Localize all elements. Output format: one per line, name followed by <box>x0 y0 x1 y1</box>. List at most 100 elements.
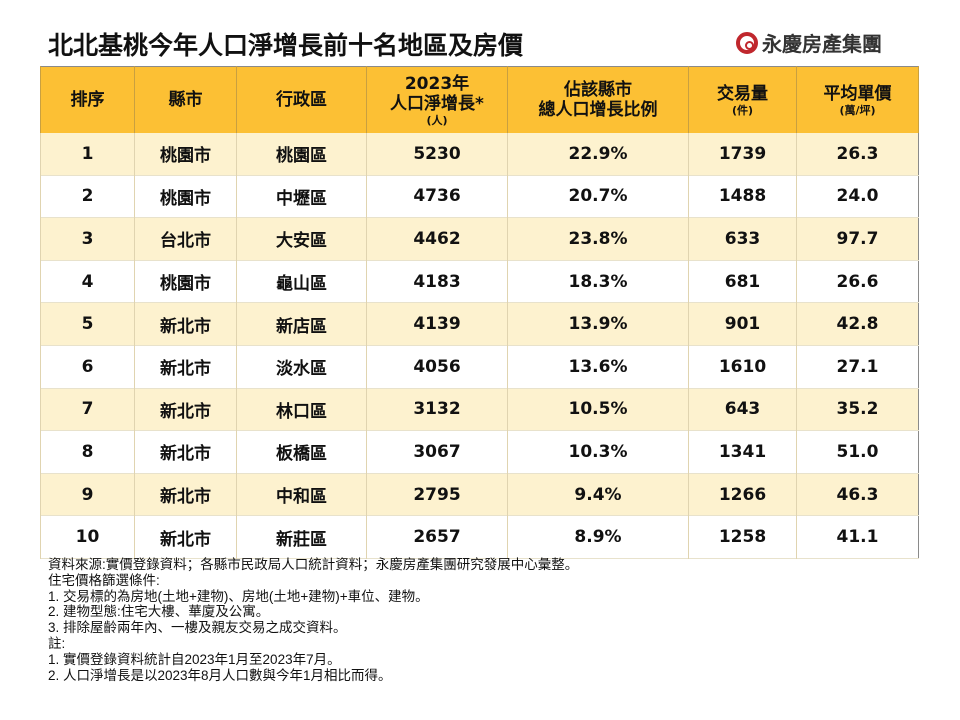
cell-price: 41.1 <box>796 515 919 559</box>
header-ratio: 佔該縣市 總人口增長比例 <box>507 66 689 133</box>
cell-district: 中和區 <box>236 473 367 516</box>
cell-city: 桃園市 <box>134 175 237 218</box>
cell-ratio: 13.9% <box>507 302 689 346</box>
cell-growth: 3067 <box>366 430 508 474</box>
cell-district: 板橋區 <box>236 430 367 474</box>
table-row: 6 新北市 淡水區 4056 13.6% 1610 27.1 <box>40 345 919 389</box>
cell-volume: 1266 <box>688 473 797 516</box>
table-row: 4 桃園市 龜山區 4183 18.3% 681 26.6 <box>40 260 919 303</box>
cell-district: 淡水區 <box>236 345 367 389</box>
cell-growth: 2795 <box>366 473 508 516</box>
cell-ratio: 10.5% <box>507 388 689 431</box>
cell-volume: 681 <box>688 260 797 303</box>
cell-volume: 1610 <box>688 345 797 389</box>
cell-district: 中壢區 <box>236 175 367 218</box>
cell-district: 林口區 <box>236 388 367 431</box>
note-line: 2. 人口淨增長是以2023年8月人口數與今年1月相比而得。 <box>48 667 392 683</box>
table-row: 7 新北市 林口區 3132 10.5% 643 35.2 <box>40 388 919 431</box>
logo-icon <box>736 31 758 54</box>
header-growth-l2: 人口淨增長* <box>390 93 484 114</box>
cell-price: 35.2 <box>796 388 919 431</box>
brand-logo: 永慶房產集團 <box>736 28 882 57</box>
cell-volume: 643 <box>688 388 797 431</box>
note-line: 3. 排除屋齡兩年內、一樓及親友交易之成交資料。 <box>48 620 347 636</box>
ranking-table: 排序 縣市 行政區 2023年 人口淨增長* (人) 佔該縣市 總人口增長比例 交易量… <box>40 66 919 559</box>
cell-growth: 4056 <box>366 345 508 389</box>
cell-growth: 4736 <box>366 175 508 218</box>
header-volume: 交易量 (件) <box>688 66 797 133</box>
header-district: 行政區 <box>236 66 367 133</box>
cell-city: 新北市 <box>134 515 237 559</box>
cell-city: 新北市 <box>134 473 237 516</box>
cell-city: 桃園市 <box>134 260 237 303</box>
header-price-l1: 平均單價 <box>823 83 892 104</box>
cell-growth: 2657 <box>366 515 508 559</box>
table-row: 8 新北市 板橋區 3067 10.3% 1341 51.0 <box>40 430 919 474</box>
header-volume-unit: (件) <box>731 103 754 117</box>
note-line: 住宅價格篩選條件: <box>48 572 160 588</box>
cell-price: 26.3 <box>796 133 919 176</box>
cell-rank: 2 <box>40 175 135 218</box>
table-row: 5 新北市 新店區 4139 13.9% 901 42.8 <box>40 302 919 346</box>
cell-ratio: 9.4% <box>507 473 689 516</box>
note-line: 2. 建物型態:住宅大樓、華廈及公寓。 <box>48 604 270 620</box>
cell-growth: 4139 <box>366 302 508 346</box>
cell-ratio: 10.3% <box>507 430 689 474</box>
note-line: 資料來源:實價登錄資料；各縣市民政局人口統計資料；永慶房產集團研究發展中心彙整。 <box>48 557 579 572</box>
cell-price: 27.1 <box>796 345 919 389</box>
header-ratio-l1: 佔該縣市 <box>564 80 632 100</box>
header-price: 平均單價 (萬/坪) <box>796 66 919 133</box>
cell-rank: 1 <box>40 133 135 176</box>
cell-district: 龜山區 <box>236 260 367 303</box>
cell-price: 42.8 <box>796 302 919 346</box>
cell-district: 新莊區 <box>236 515 367 559</box>
cell-rank: 6 <box>40 345 135 389</box>
cell-volume: 1258 <box>688 515 797 559</box>
header-city: 縣市 <box>134 66 237 133</box>
cell-growth: 4462 <box>366 217 508 261</box>
cell-rank: 8 <box>40 430 135 474</box>
cell-growth: 5230 <box>366 133 508 176</box>
cell-ratio: 18.3% <box>507 260 689 303</box>
table-row: 9 新北市 中和區 2795 9.4% 1266 46.3 <box>40 473 919 516</box>
cell-volume: 633 <box>688 217 797 261</box>
cell-city: 桃園市 <box>134 133 237 176</box>
brand-name: 永慶房產集團 <box>762 32 882 56</box>
note-line: 註: <box>48 635 66 651</box>
page-title: 北北基桃今年人口淨增長前十名地區及房價 <box>48 31 524 60</box>
cell-ratio: 13.6% <box>507 345 689 389</box>
cell-price: 46.3 <box>796 473 919 516</box>
header-rank: 排序 <box>40 66 135 133</box>
header-growth: 2023年 人口淨增長* (人) <box>366 66 508 133</box>
cell-city: 新北市 <box>134 302 237 346</box>
cell-ratio: 8.9% <box>507 515 689 559</box>
cell-volume: 901 <box>688 302 797 346</box>
header-volume-l1: 交易量 <box>717 83 768 104</box>
header-growth-l1: 2023年 <box>404 73 470 94</box>
cell-district: 大安區 <box>236 217 367 261</box>
cell-price: 26.6 <box>796 260 919 303</box>
cell-volume: 1739 <box>688 133 797 176</box>
cell-district: 新店區 <box>236 302 367 346</box>
table-row: 2 桃園市 中壢區 4736 20.7% 1488 24.0 <box>40 175 919 218</box>
cell-rank: 10 <box>40 515 135 559</box>
header-growth-unit: (人) <box>426 113 448 127</box>
note-line: 1. 實價登錄資料統計自2023年1月至2023年7月。 <box>48 651 341 667</box>
cell-district: 桃園區 <box>236 133 367 176</box>
note-line: 1. 交易標的為房地(土地+建物)、房地(土地+建物)+車位、建物。 <box>48 588 429 604</box>
table-header: 排序 縣市 行政區 2023年 人口淨增長* (人) 佔該縣市 總人口增長比例 交易量… <box>40 66 919 133</box>
table-row: 10 新北市 新莊區 2657 8.9% 1258 41.1 <box>40 515 919 559</box>
cell-city: 新北市 <box>134 345 237 389</box>
cell-volume: 1488 <box>688 175 797 218</box>
cell-growth: 3132 <box>366 388 508 431</box>
cell-volume: 1341 <box>688 430 797 474</box>
cell-rank: 5 <box>40 302 135 346</box>
cell-growth: 4183 <box>366 260 508 303</box>
table-row: 3 台北市 大安區 4462 23.8% 633 97.7 <box>40 217 919 261</box>
cell-price: 97.7 <box>796 217 919 261</box>
header-price-unit: (萬/坪) <box>839 103 876 117</box>
header-ratio-l2: 總人口增長比例 <box>538 100 658 120</box>
cell-city: 台北市 <box>134 217 237 261</box>
cell-ratio: 23.8% <box>507 217 689 261</box>
notes: 資料來源:實價登錄資料；各縣市民政局人口統計資料；永慶房產集團研究發展中心彙整。… <box>48 557 578 683</box>
